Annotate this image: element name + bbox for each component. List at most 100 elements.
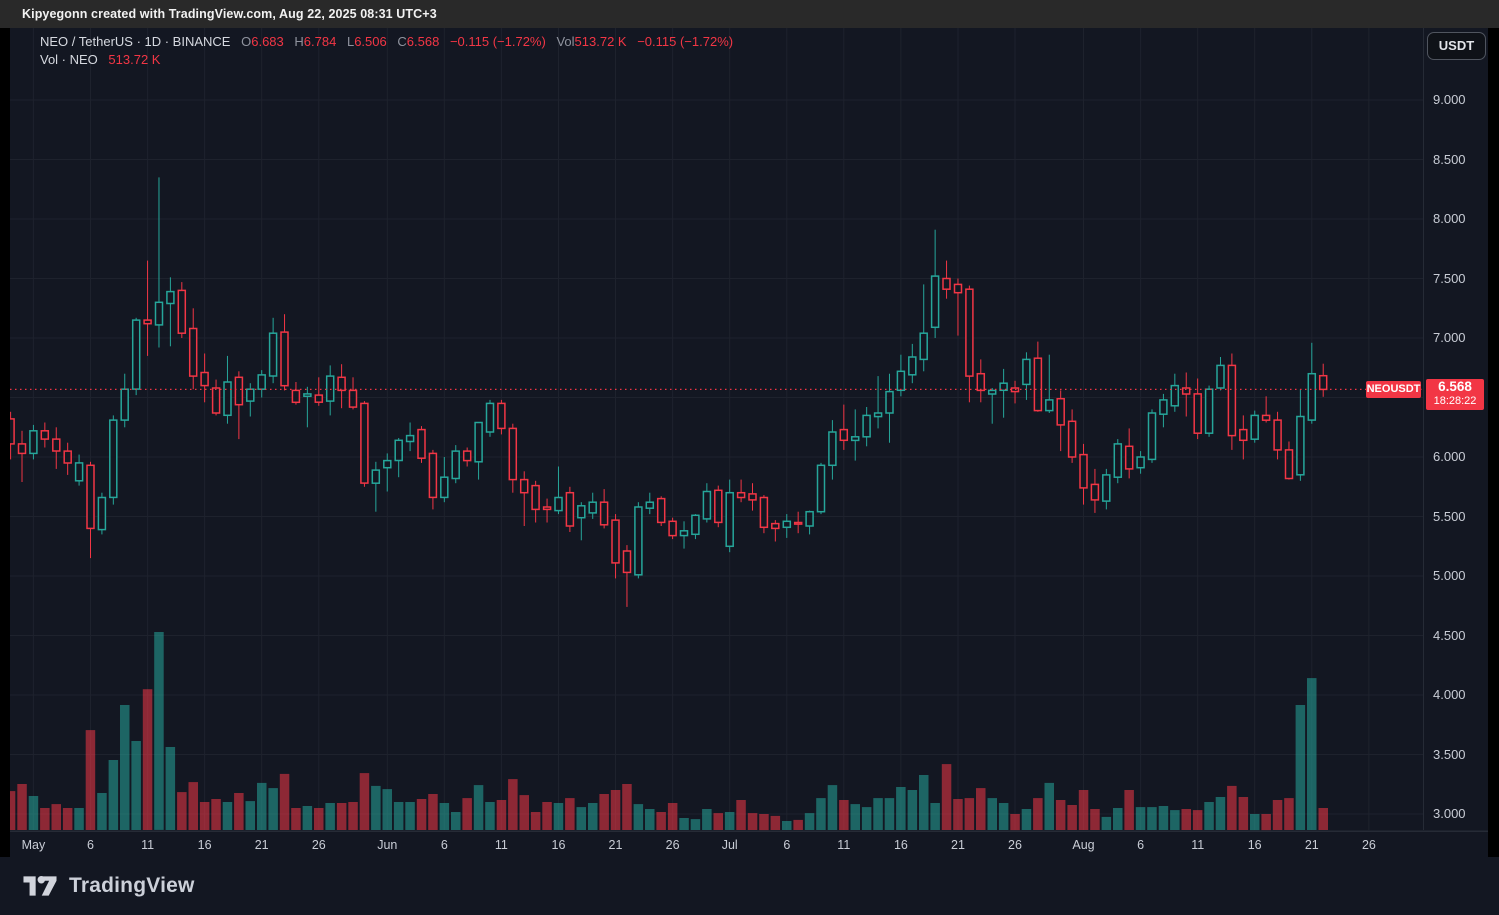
candle-body bbox=[976, 372, 986, 392]
candle-body bbox=[280, 331, 289, 387]
volume-bar bbox=[941, 764, 952, 830]
candle-body bbox=[542, 506, 552, 511]
candle-body bbox=[211, 387, 221, 414]
time-axis-label: May bbox=[21, 838, 46, 852]
candle-body bbox=[428, 452, 438, 499]
time-axis-label: 6 bbox=[783, 838, 791, 852]
candle-body bbox=[759, 496, 769, 529]
attribution-bar: Kipyegonn created with TradingView.com, … bbox=[0, 0, 1499, 28]
candle-body bbox=[930, 275, 940, 329]
legend-row-volume: Vol · NEO 513.72 K bbox=[40, 51, 733, 69]
current-price-symbol-pill: NEOUSDT bbox=[1366, 381, 1421, 398]
volume-bar bbox=[302, 806, 313, 830]
candle-body bbox=[154, 301, 164, 326]
candle-body bbox=[371, 469, 381, 484]
candle-body bbox=[97, 496, 107, 531]
tradingview-logo-icon[interactable] bbox=[20, 870, 60, 902]
candle-body bbox=[474, 421, 483, 463]
volume-bar bbox=[451, 812, 461, 830]
volume-bar bbox=[907, 790, 918, 830]
candle-body bbox=[188, 327, 198, 377]
candle-body bbox=[702, 490, 712, 520]
candle-body bbox=[725, 491, 734, 548]
price-axis[interactable]: 9.0008.5008.0007.5007.0006.5006.0005.500… bbox=[1423, 28, 1489, 830]
volume-bar bbox=[1238, 797, 1249, 830]
currency-toggle-button[interactable]: USDT bbox=[1427, 32, 1486, 60]
candle-body bbox=[485, 402, 495, 433]
price-axis-label: 6.000 bbox=[1433, 449, 1466, 464]
current-price-value: 6.568 bbox=[1438, 379, 1472, 394]
volume-bar bbox=[530, 812, 541, 830]
candle-body bbox=[1318, 374, 1328, 391]
price-axis-label: 4.500 bbox=[1433, 627, 1466, 643]
volume-bar bbox=[74, 808, 84, 830]
close-label: C bbox=[397, 34, 407, 49]
candle-body bbox=[337, 376, 346, 392]
volume-bar bbox=[576, 807, 586, 830]
volume-bar bbox=[702, 809, 712, 830]
candle-body bbox=[1181, 387, 1191, 395]
volume-bar bbox=[382, 789, 392, 830]
volume-bar bbox=[804, 813, 815, 830]
price-axis-label: 8.500 bbox=[1433, 151, 1466, 167]
candle-body bbox=[303, 393, 312, 398]
volume-bar bbox=[279, 773, 290, 830]
time-axis-label: 11 bbox=[494, 838, 508, 852]
volume-bar bbox=[873, 798, 883, 830]
volume-bar bbox=[1078, 790, 1089, 830]
volume-bar bbox=[896, 787, 906, 830]
volume-bar bbox=[667, 803, 678, 830]
candle-body bbox=[1113, 443, 1123, 478]
candle-body bbox=[554, 496, 563, 512]
candle-body bbox=[805, 510, 814, 527]
volume-bar bbox=[998, 803, 1009, 830]
candle-body bbox=[588, 501, 597, 514]
price-axis-label: 3.000 bbox=[1433, 806, 1466, 821]
volume-bar bbox=[62, 808, 73, 830]
candle-body bbox=[314, 394, 324, 403]
footer: TradingView bbox=[20, 866, 195, 906]
candle-body bbox=[896, 370, 906, 392]
candle-body bbox=[1033, 357, 1043, 412]
volume-bar bbox=[1192, 810, 1203, 830]
candle-body bbox=[462, 450, 472, 462]
volume-bar bbox=[1044, 782, 1054, 830]
candle-body bbox=[599, 501, 609, 526]
candle-body bbox=[29, 430, 38, 455]
candle-body bbox=[1193, 393, 1202, 434]
candle-body bbox=[999, 382, 1008, 392]
candle-body bbox=[17, 443, 27, 455]
candle-body bbox=[1022, 358, 1031, 386]
volume-bar bbox=[976, 788, 986, 830]
volume-bar bbox=[633, 804, 644, 830]
candle-body bbox=[291, 389, 301, 404]
candle-body bbox=[771, 522, 780, 530]
volume-bar bbox=[439, 803, 450, 830]
volume-bar bbox=[142, 689, 153, 830]
volume-bar bbox=[5, 791, 16, 830]
candle-body bbox=[40, 430, 50, 440]
volume-bar bbox=[519, 795, 529, 830]
time-axis[interactable]: May 6 11 16 21 26 Jun 6 11 16 21 26 Jul 6 11 16 21 26 Aug 6… bbox=[0, 831, 1488, 857]
candle-body bbox=[816, 464, 826, 513]
volume-bar bbox=[553, 803, 564, 830]
candle-body bbox=[645, 501, 655, 509]
time-axis-label: 26 bbox=[665, 838, 680, 852]
time-axis-label: 6 bbox=[1137, 838, 1145, 852]
volume-bar bbox=[645, 809, 655, 830]
tradingview-wordmark[interactable]: TradingView bbox=[69, 874, 195, 897]
high-label: H bbox=[294, 34, 304, 49]
volume-bar bbox=[234, 793, 244, 830]
candle-body bbox=[63, 450, 72, 464]
volume-bar bbox=[1227, 785, 1237, 830]
low-value: 6.506 bbox=[354, 34, 387, 49]
candle-body bbox=[177, 289, 187, 334]
volume-bar bbox=[108, 760, 119, 830]
candle-body bbox=[1296, 415, 1305, 476]
volume-bar bbox=[97, 793, 107, 830]
low-label: L bbox=[346, 34, 355, 49]
volume-bar bbox=[827, 785, 838, 830]
candle-body bbox=[1261, 414, 1271, 421]
